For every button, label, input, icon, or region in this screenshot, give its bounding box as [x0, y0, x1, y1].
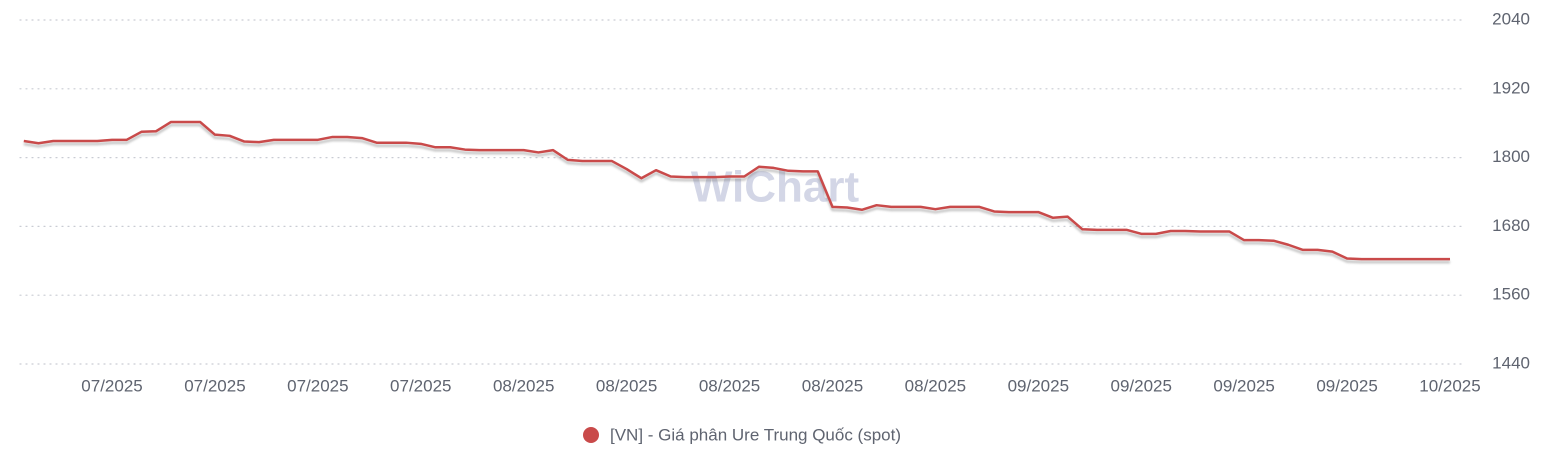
x-tick-label: 07/2025 — [390, 376, 451, 395]
x-tick-label: 08/2025 — [493, 376, 554, 395]
x-tick-label: 08/2025 — [596, 376, 657, 395]
x-tick-label: 08/2025 — [905, 376, 966, 395]
x-tick-label: 09/2025 — [1316, 376, 1377, 395]
x-tick-label: 08/2025 — [802, 376, 863, 395]
y-tick-label: 1680 — [1492, 216, 1530, 235]
x-tick-label: 07/2025 — [287, 376, 348, 395]
x-tick-label: 10/2025 — [1419, 376, 1480, 395]
y-tick-label: 1560 — [1492, 285, 1530, 304]
x-tick-label: 09/2025 — [1213, 376, 1274, 395]
x-tick-label: 07/2025 — [81, 376, 142, 395]
watermark: WiChart — [691, 163, 860, 212]
legend-marker — [583, 427, 599, 443]
legend-label: [VN] - Giá phân Ure Trung Quốc (spot) — [610, 425, 901, 444]
y-tick-label: 1800 — [1492, 147, 1530, 166]
x-tick-label: 09/2025 — [1008, 376, 1069, 395]
y-tick-label: 1920 — [1492, 78, 1530, 97]
data-line — [23, 120, 1450, 261]
x-tick-label: 08/2025 — [699, 376, 760, 395]
y-tick-label: 1440 — [1492, 353, 1530, 372]
x-tick-label: 07/2025 — [184, 376, 245, 395]
x-tick-label: 09/2025 — [1111, 376, 1172, 395]
y-tick-label: 2040 — [1492, 9, 1530, 28]
